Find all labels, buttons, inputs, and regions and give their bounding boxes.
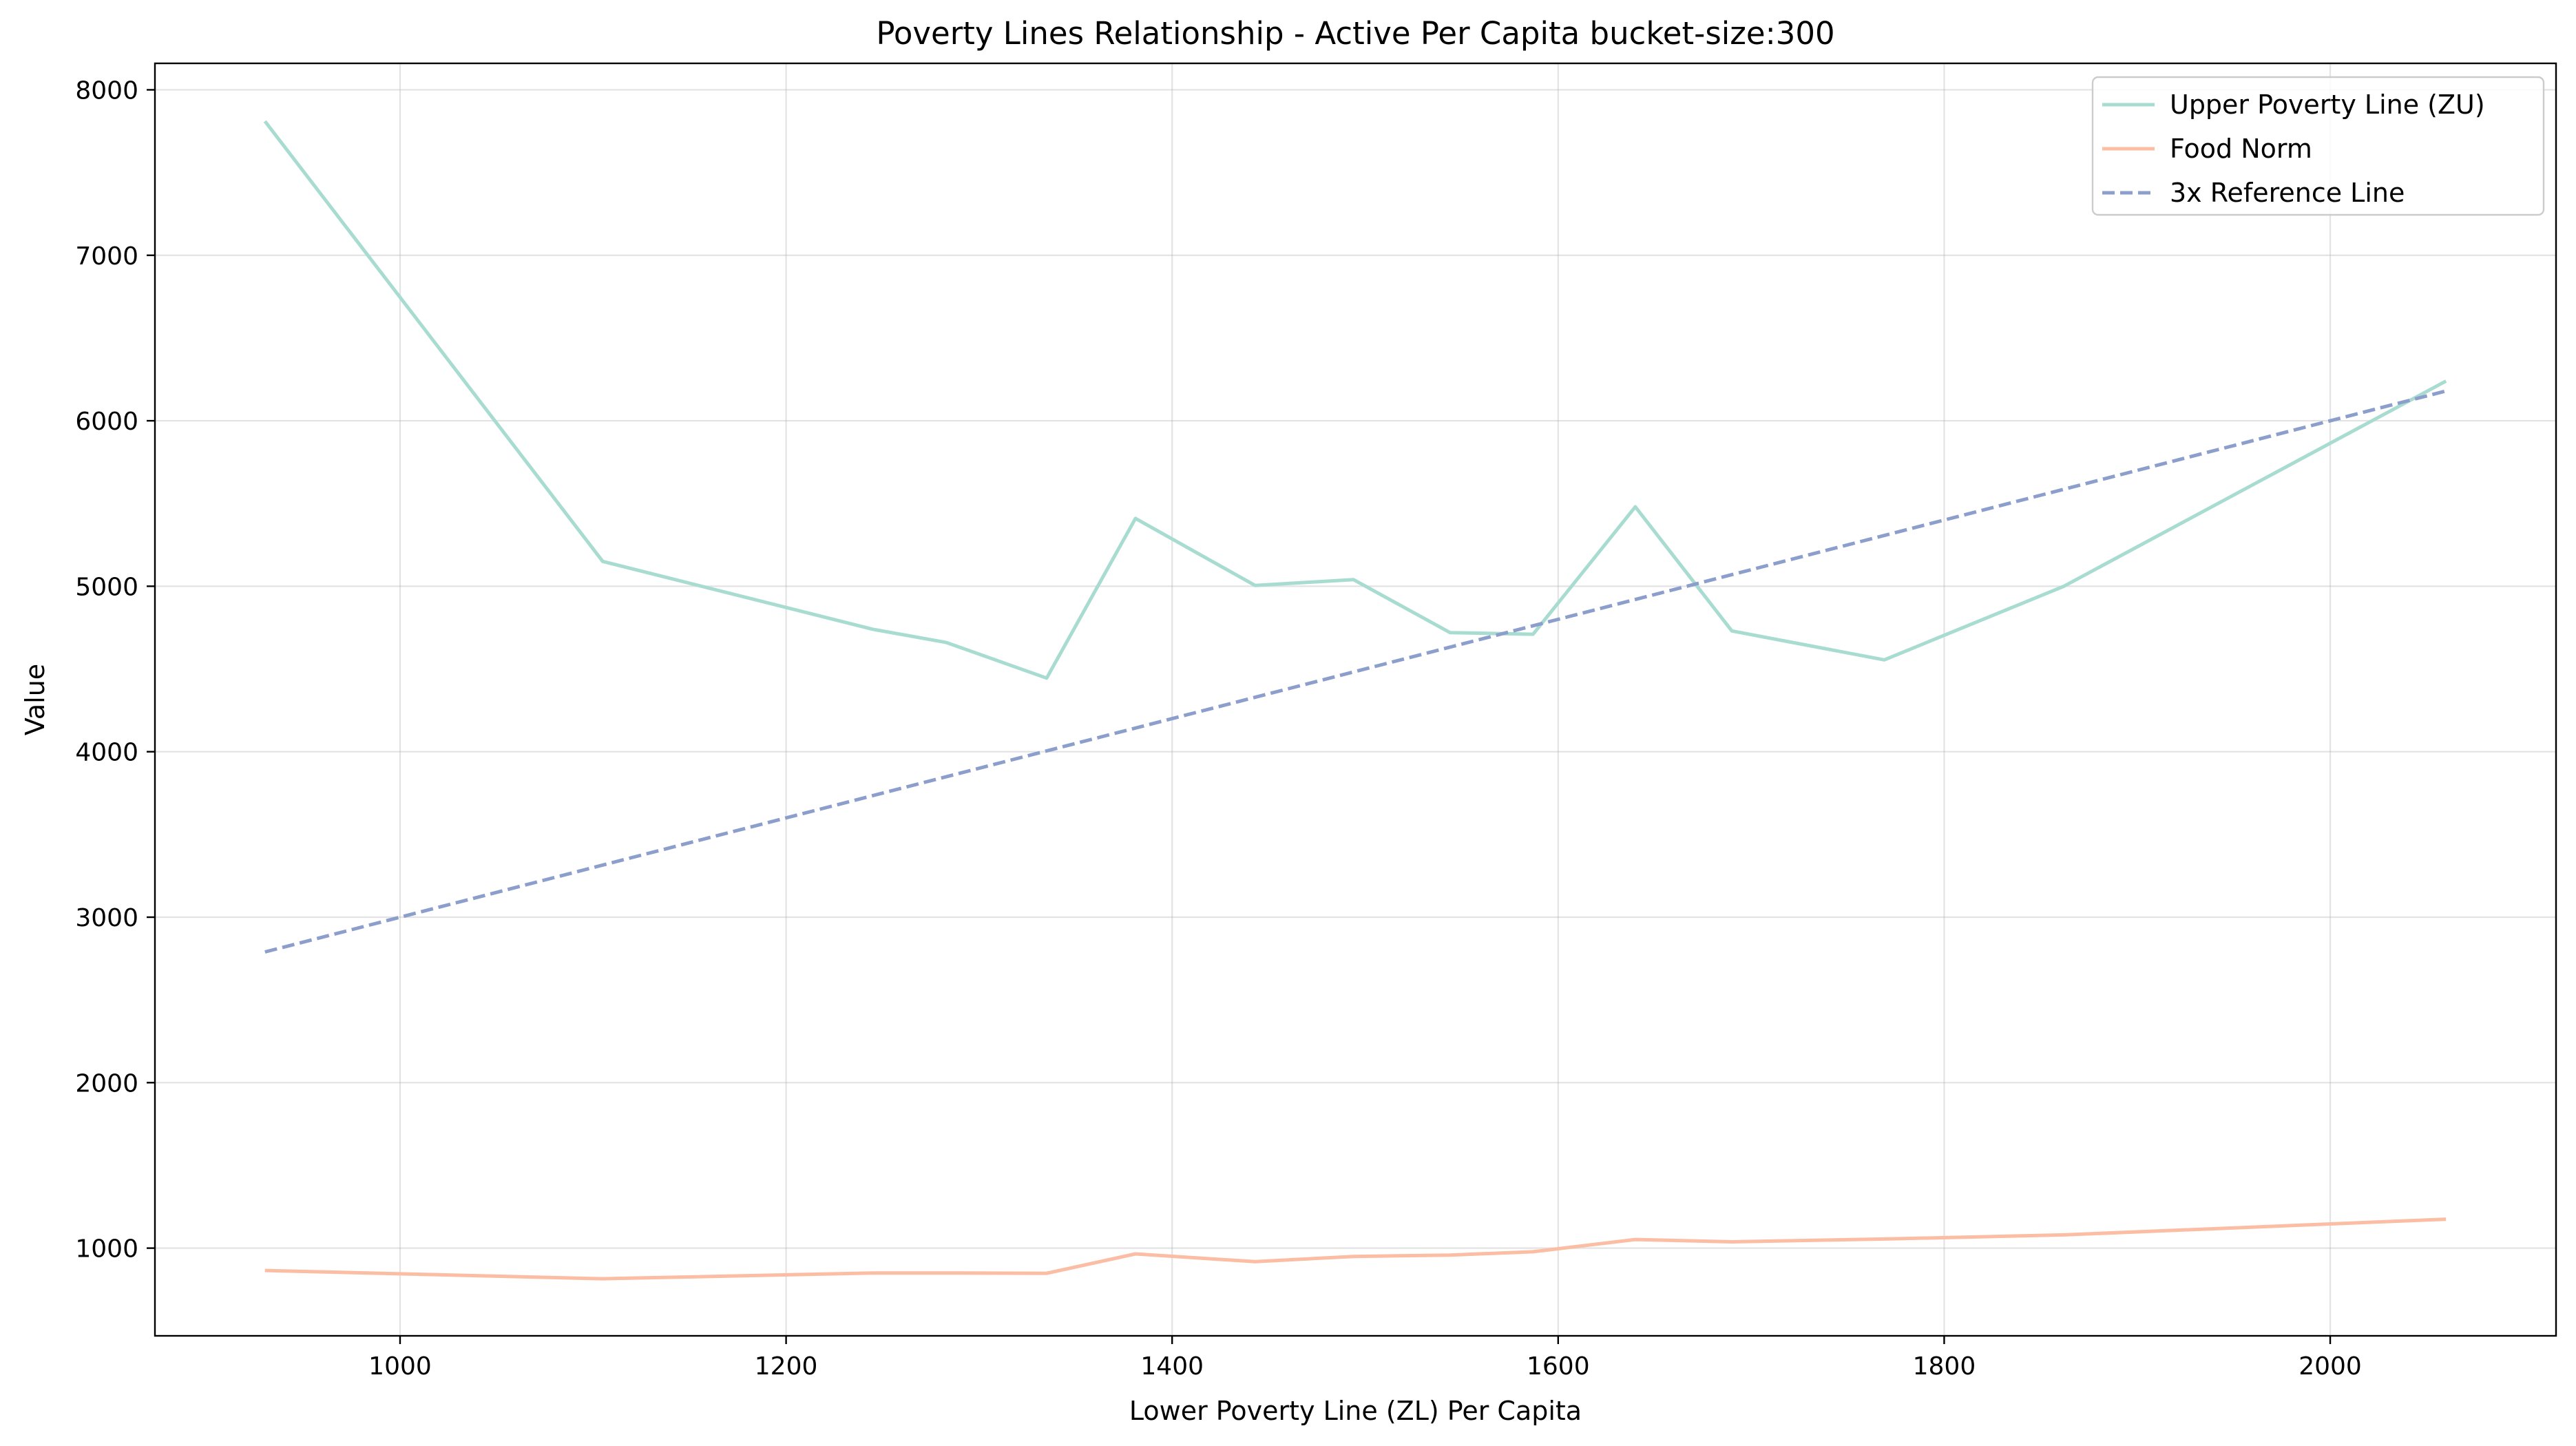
series-line-3	[264, 389, 2447, 954]
x-axis-label: Lower Poverty Line (ZL) Per Capita	[1129, 1396, 1582, 1426]
y-tick-label: 8000	[75, 76, 138, 105]
legend: Upper Poverty Line (ZU) Food Norm 3x Refer…	[2091, 76, 2545, 216]
legend-label: Upper Poverty Line (ZU)	[2170, 90, 2485, 120]
x-tick-label: 1000	[368, 1352, 432, 1381]
x-axis: 1000 1200 1400 1600 1800 2000	[368, 1336, 2362, 1381]
plot-series	[263, 120, 2447, 1281]
plot-area-frame	[154, 62, 2557, 1337]
y-tick-label: 3000	[75, 904, 138, 932]
chart-title: Poverty Lines Relationship - Active Per …	[876, 15, 1834, 52]
y-tick-label: 4000	[75, 739, 138, 767]
y-axis-label: Value	[20, 664, 50, 735]
x-tick-label: 1600	[1527, 1352, 1590, 1381]
legend-box	[2091, 76, 2545, 216]
y-tick-label: 1000	[75, 1235, 138, 1264]
x-tick-label: 1200	[755, 1352, 818, 1381]
series-line-1	[263, 120, 2447, 680]
x-tick-label: 2000	[2298, 1352, 2362, 1381]
series-line-2	[264, 1217, 2447, 1281]
grid	[155, 63, 2556, 1336]
y-axis: 1000 2000 3000 4000 5000 6000 7000 8000	[75, 76, 155, 1264]
y-tick-label: 7000	[75, 242, 138, 271]
y-tick-label: 2000	[75, 1069, 138, 1098]
x-tick-label: 1800	[1913, 1352, 1976, 1381]
legend-label: Food Norm	[2170, 134, 2312, 164]
y-tick-label: 5000	[75, 573, 138, 601]
x-tick-label: 1400	[1140, 1352, 1204, 1381]
legend-label: 3x Reference Line	[2170, 178, 2405, 208]
y-tick-label: 6000	[75, 408, 138, 436]
